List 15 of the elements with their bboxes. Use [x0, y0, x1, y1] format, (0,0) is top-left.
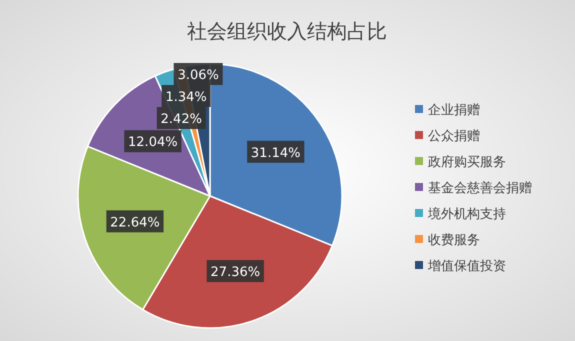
data-label: 31.14% [250, 146, 300, 161]
data-label: 2.42% [160, 112, 202, 127]
legend-label: 收费服务 [428, 233, 480, 248]
legend-label: 境外机构支持 [427, 206, 506, 222]
legend-label: 政府购买服务 [428, 154, 506, 170]
data-label: 12.04% [128, 135, 178, 150]
legend-label: 基金会慈善会捐赠 [428, 180, 532, 196]
legend-label: 公众捐赠 [428, 129, 480, 144]
slice-label: 企业捐赠 [428, 103, 480, 118]
data-label: 27.36% [210, 265, 260, 280]
legend-label: 增值保值投资 [427, 259, 506, 274]
chart-title: 社会组织收入结构占比 [187, 19, 387, 43]
data-label: 1.34% [165, 90, 207, 105]
data-label: 22.64% [110, 215, 160, 230]
data-label: 3.06% [178, 68, 219, 83]
